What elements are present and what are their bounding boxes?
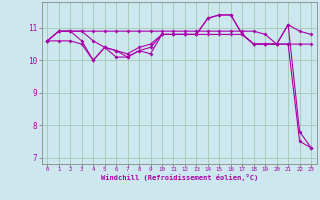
X-axis label: Windchill (Refroidissement éolien,°C): Windchill (Refroidissement éolien,°C) xyxy=(100,174,258,181)
